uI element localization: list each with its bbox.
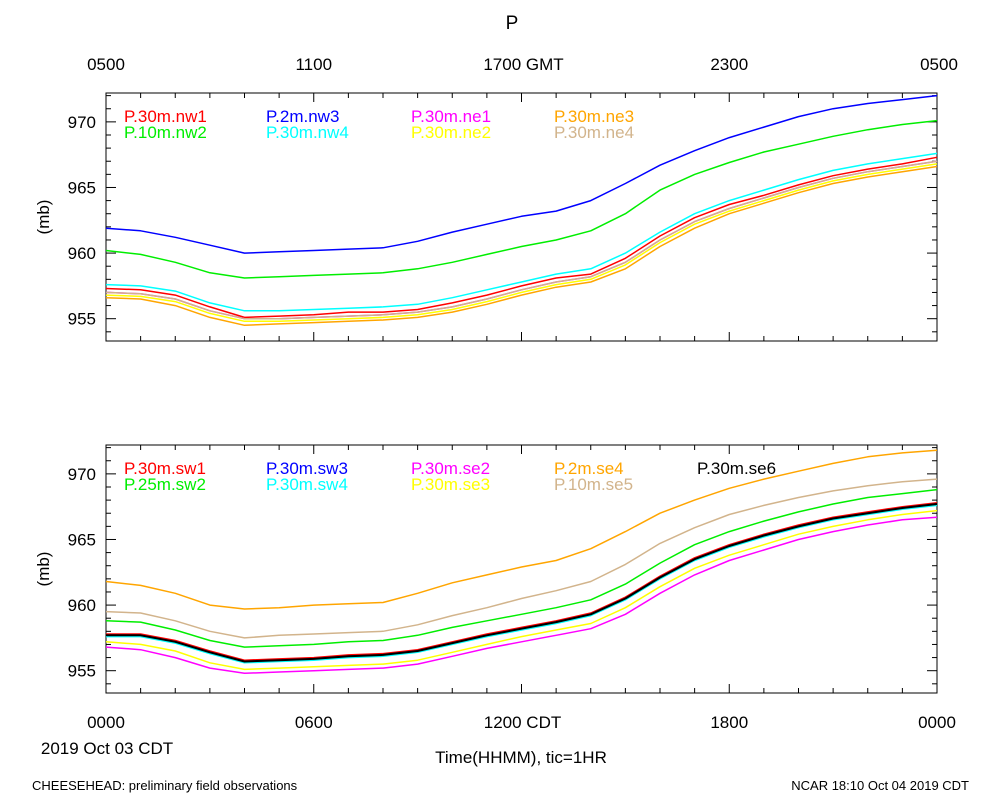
legend-entry: P.10m.nw2 (124, 123, 207, 142)
series-line-P.30m.sw3 (106, 503, 938, 663)
legend-entry: P.30m.ne2 (411, 123, 491, 142)
top-tick-label: 0500 (87, 55, 125, 74)
top-tick-label: 1100 (295, 55, 332, 74)
bottom-tick-label: 1200 CDT (484, 713, 561, 732)
series-line-P.30m.se3 (105, 509, 938, 671)
series-line-P.2m.nw3 (105, 94, 938, 254)
y-tick-label: 960 (68, 596, 96, 615)
top-tick-label: 1700 GMT (483, 55, 563, 74)
y-axis-label: (mb) (34, 552, 53, 587)
legend-entry: P.30m.sw3 (266, 459, 348, 478)
series-line-P.30m.se2 (105, 516, 938, 675)
legend-entry: P.30m.ne4 (554, 123, 634, 142)
bottom-tick-label: 0000 (87, 713, 125, 732)
top-tick-label: 0500 (920, 55, 958, 74)
chart-title: P (506, 13, 519, 34)
legend-entry: P.30m.nw4 (266, 123, 349, 142)
y-tick-label: 965 (68, 530, 96, 549)
bottom-tick-label: 0600 (295, 713, 333, 732)
legend-entry: P.30m.se6 (697, 459, 776, 478)
legend-entry: P.30m.ne1 (411, 107, 491, 126)
y-tick-label: 970 (68, 465, 96, 484)
bottom-tick-label: 0000 (918, 713, 956, 732)
bottom-tick-label: 1800 (710, 713, 748, 732)
series-line-P.30m.ne2 (105, 163, 938, 323)
series-line-P.30m.se6 (106, 503, 938, 663)
series-line-P.30m.sw1 (106, 501, 938, 661)
legend-entry: P.2m.se4 (554, 459, 624, 478)
series-line-P.30m.sw4 (106, 504, 938, 664)
legend-entry: P.30m.sw4 (266, 475, 348, 494)
series-line-P.30m.ne3 (105, 165, 938, 327)
legend-entry: P.25m.sw2 (124, 475, 206, 494)
y-tick-label: 960 (68, 244, 96, 263)
top-tick-label: 2300 (710, 55, 748, 74)
footer-right: NCAR 18:10 Oct 04 2019 CDT (791, 778, 969, 793)
legend-entry: P.2m.nw3 (266, 107, 339, 126)
legend-entry: P.10m.se5 (554, 475, 633, 494)
series-line-P.30m.nw4 (105, 152, 938, 312)
footer-left: CHEESEHEAD: preliminary field observatio… (32, 778, 298, 793)
x-axis-label: Time(HHMM), tic=1HR (435, 748, 607, 767)
series-line-P.10m.se5 (105, 478, 938, 639)
y-tick-label: 965 (68, 178, 96, 197)
legend-entry: P.30m.se3 (411, 475, 490, 494)
series-line-P.10m.nw2 (105, 119, 938, 279)
date-label: 2019 Oct 03 CDT (41, 739, 173, 758)
series-line-P.30m.ne4 (105, 160, 938, 320)
y-tick-label: 955 (68, 662, 96, 681)
legend-entry: P.30m.ne3 (554, 107, 634, 126)
y-tick-label: 955 (68, 310, 96, 329)
series-line-P.25m.sw2 (105, 488, 938, 648)
y-axis-label: (mb) (34, 200, 53, 235)
series-line-P.30m.nw1 (105, 156, 938, 319)
legend-entry: P.30m.se2 (411, 459, 490, 478)
legend-entry: P.30m.sw1 (124, 459, 206, 478)
y-tick-label: 970 (68, 113, 96, 132)
legend-entry: P.30m.nw1 (124, 107, 207, 126)
series-line-P.2m.se4 (105, 449, 938, 610)
